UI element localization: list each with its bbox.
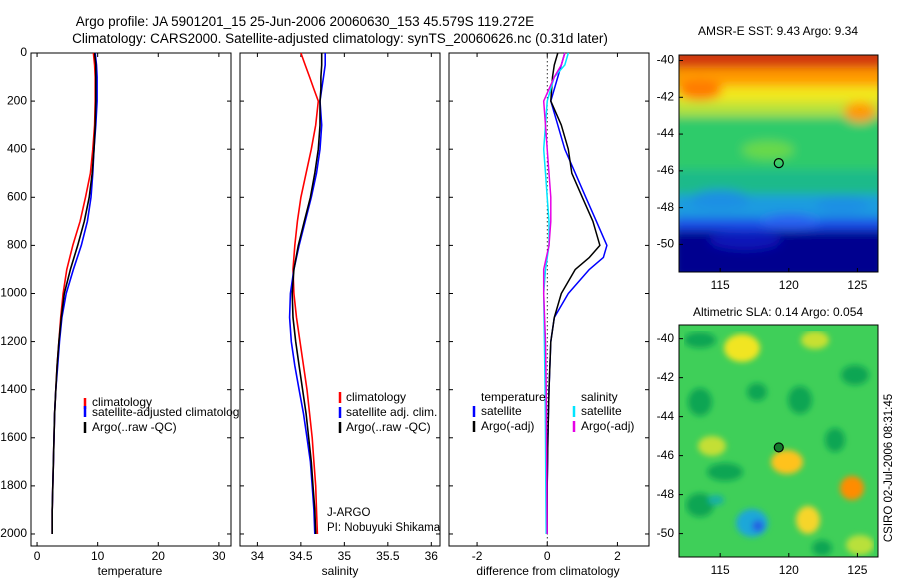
salinity-series	[288, 52, 327, 535]
lat-tick-label: -46	[657, 448, 675, 462]
lon-tick-label: 120	[779, 563, 799, 577]
difference-x-ticks: -2 0 2	[472, 53, 621, 563]
credit-label: CSIRO 02-Jul-2006 08:31:45	[883, 394, 895, 542]
difference-depth-ticks	[449, 52, 649, 535]
salinity-x-label: salinity	[322, 564, 359, 578]
series-line-argo	[51, 52, 97, 534]
lat-tick-label: -42	[657, 89, 675, 103]
sst-map-title: AMSR-E SST: 9.43 Argo: 9.34	[698, 24, 858, 38]
temperature-legend: climatology satellite-adjusted climatolo…	[83, 395, 245, 434]
lat-tick-label: -50	[657, 237, 675, 251]
difference-plot-area	[448, 52, 650, 547]
y-tick-label: 400	[7, 141, 27, 155]
sst-field	[679, 55, 878, 272]
sla-field	[679, 325, 878, 557]
y-tick-label: 800	[7, 238, 27, 252]
legend-label-temperature-satellite: satellite	[481, 404, 522, 418]
figure-title-line2: Climatology: CARS2000. Satellite-adjuste…	[72, 31, 608, 46]
lon-tick-label: 125	[847, 563, 867, 577]
depth-axis-ticks: 0 200 400 600 800 1000 1200 1400 1600 1800 2000	[0, 45, 231, 540]
principal-investigator-label: PI: Nobuyuki Shikama	[327, 522, 441, 534]
y-tick-label: 1000	[0, 286, 27, 300]
lat-tick-label: -46	[657, 163, 675, 177]
sla-map-title: Altimetric SLA: 0.14 Argo: 0.054	[693, 305, 863, 319]
series-line-satellite_salinity	[542, 52, 570, 535]
x-tick-label: 30	[212, 549, 226, 563]
legend-label-satellite: satellite adj. clim.	[346, 405, 437, 419]
sla-map-frame	[678, 324, 879, 558]
y-tick-label: 1400	[0, 382, 27, 396]
y-tick-label: 1600	[0, 430, 27, 444]
x-tick-label: 34.5	[289, 549, 313, 563]
x-tick-label: 34	[251, 549, 265, 563]
difference-series	[542, 52, 608, 535]
x-tick-label: 0	[544, 549, 551, 563]
difference-legend: temperature salinity satellite Argo(-adj…	[472, 390, 634, 433]
y-tick-label: 1800	[0, 478, 27, 492]
x-tick-label: 2	[614, 549, 621, 563]
lon-tick-label: 115	[711, 278, 730, 292]
sla-map-panel: Altimetric SLA: 0.14 Argo: 0.054	[657, 305, 879, 577]
legend-label-salinity-satellite: satellite	[581, 404, 622, 418]
figure-title-line1: Argo profile: JA 5901201_15 25-Jun-2006 …	[76, 14, 534, 29]
legend-label-climatology: climatology	[92, 395, 152, 409]
legend-label-temperature-argo: Argo(-adj)	[481, 419, 534, 433]
lat-tick-label: -44	[657, 409, 675, 423]
temperature-panel: 0 200 400 600 800 1000 1200 1400 1600 1800 2000 0 1…	[0, 45, 245, 578]
salinity-legend: climatology satellite adj. clim. Argo(..…	[338, 390, 437, 434]
x-tick-label: 35.5	[376, 549, 400, 563]
float-location-marker	[773, 158, 784, 169]
temperature-plot-area	[30, 52, 232, 547]
series-line-argo	[291, 53, 323, 535]
temperature-series	[51, 52, 98, 534]
lon-tick-label: 120	[779, 278, 799, 292]
x-tick-label: 36	[425, 549, 439, 563]
series-line-argo_salinity	[542, 52, 566, 535]
lat-tick-label: -42	[657, 370, 675, 384]
sst-map-frame	[678, 54, 879, 273]
legend-label-argo: Argo(..raw -QC)	[346, 420, 431, 434]
lat-tick-label: -40	[657, 53, 675, 67]
difference-panel: -2 0 2 difference from climatology tempera…	[448, 52, 650, 578]
legend-label-climatology: climatology	[346, 390, 406, 404]
y-tick-label: 2000	[0, 526, 27, 540]
x-tick-label: 20	[152, 549, 166, 563]
lat-tick-label: -40	[657, 331, 675, 345]
lat-tick-label: -48	[657, 487, 675, 501]
legend-label-argo: Argo(..raw -QC)	[92, 420, 177, 434]
lon-tick-label: 125	[847, 278, 867, 292]
salinity-depth-ticks	[240, 52, 440, 535]
sst-map-panel: AMSR-E SST: 9.43 Argo: 9.34	[657, 24, 879, 292]
series-line-argo	[546, 52, 601, 534]
salinity-x-ticks: 34 34.5 35 35.5 36	[251, 53, 439, 563]
difference-x-label: difference from climatology	[476, 564, 619, 578]
legend-title-temperature: temperature	[481, 390, 546, 404]
float-location-marker	[773, 442, 784, 453]
x-tick-label: 35	[338, 549, 352, 563]
y-tick-label: 1200	[0, 334, 27, 348]
salinity-panel: 34 34.5 35 35.5 36 salinity climatology sate…	[239, 52, 441, 578]
y-tick-label: 600	[7, 189, 27, 203]
x-tick-label: -2	[472, 549, 483, 563]
salinity-plot-area	[239, 52, 441, 547]
x-tick-label: 10	[91, 549, 105, 563]
series-line-climatology	[292, 52, 320, 535]
y-tick-label: 200	[7, 93, 27, 107]
lat-tick-label: -44	[657, 126, 675, 140]
lat-tick-label: -48	[657, 200, 675, 214]
lon-tick-label: 115	[711, 563, 730, 577]
y-tick-label: 0	[20, 45, 27, 59]
temperature-x-label: temperature	[98, 564, 163, 578]
x-tick-label: 0	[34, 549, 41, 563]
legend-label-satellite: satellite-adjusted climatology	[92, 405, 245, 419]
temperature-x-ticks: 0 10 20 30	[34, 53, 226, 563]
legend-label-salinity-argo: Argo(-adj)	[581, 419, 634, 433]
legend-title-salinity: salinity	[581, 390, 618, 404]
lat-tick-label: -50	[657, 526, 675, 540]
float-program-label: J-ARGO	[327, 507, 371, 519]
